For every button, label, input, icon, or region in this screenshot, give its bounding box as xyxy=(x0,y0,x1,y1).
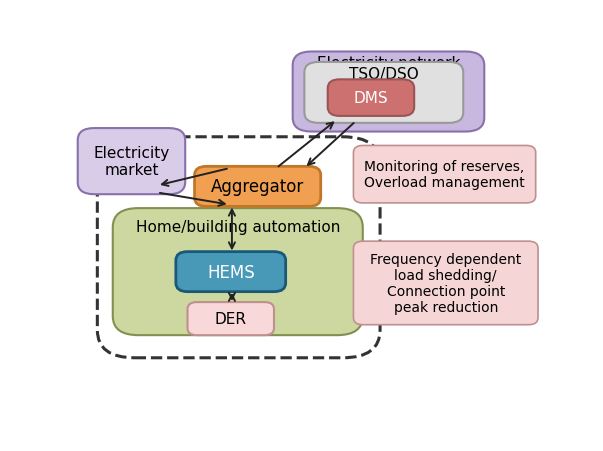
FancyBboxPatch shape xyxy=(188,303,274,336)
Text: Electricity network: Electricity network xyxy=(317,56,460,71)
Text: Home/building automation: Home/building automation xyxy=(136,219,340,235)
FancyBboxPatch shape xyxy=(113,209,363,336)
Text: HEMS: HEMS xyxy=(207,263,254,281)
FancyBboxPatch shape xyxy=(176,252,286,292)
Text: Monitoring of reserves,
Overload management: Monitoring of reserves, Overload managem… xyxy=(364,160,525,190)
FancyBboxPatch shape xyxy=(328,80,414,117)
Text: Frequency dependent
load shedding/
Connection point
peak reduction: Frequency dependent load shedding/ Conne… xyxy=(370,252,522,314)
Text: DER: DER xyxy=(215,312,247,327)
FancyBboxPatch shape xyxy=(353,146,535,203)
FancyBboxPatch shape xyxy=(195,167,321,207)
Text: Aggregator: Aggregator xyxy=(211,178,305,196)
FancyBboxPatch shape xyxy=(353,242,538,325)
Text: DMS: DMS xyxy=(353,91,388,106)
FancyBboxPatch shape xyxy=(305,63,463,124)
Text: TSO/DSO: TSO/DSO xyxy=(349,67,418,82)
Text: Electricity
market: Electricity market xyxy=(93,146,169,178)
FancyBboxPatch shape xyxy=(292,52,484,132)
FancyBboxPatch shape xyxy=(78,129,185,195)
